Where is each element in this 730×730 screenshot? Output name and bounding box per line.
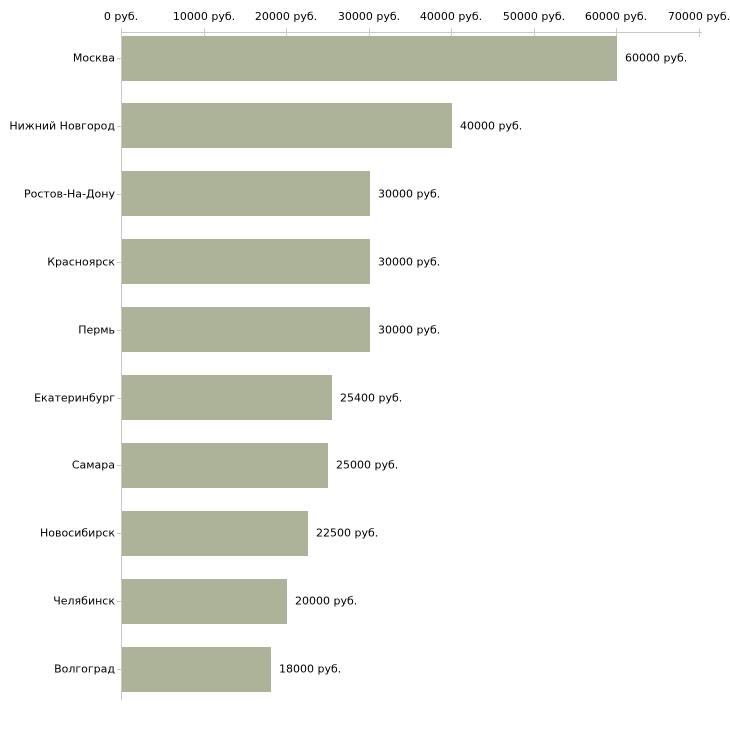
x-axis-tick-label: 40000 руб. xyxy=(419,10,483,23)
category-tick xyxy=(117,669,121,670)
category-tick xyxy=(117,126,121,127)
x-axis-tick xyxy=(369,28,370,37)
category-label: Челябинск xyxy=(53,594,115,608)
category-tick xyxy=(117,58,121,59)
category-label: Москва xyxy=(72,51,115,65)
bar-value-label: 30000 руб. xyxy=(378,255,441,269)
category-tick xyxy=(117,533,121,534)
x-axis-tick xyxy=(204,28,205,37)
category-label: Новосибирск xyxy=(39,526,115,540)
category-tick xyxy=(117,601,121,602)
bar-value-label: 30000 руб. xyxy=(378,187,441,201)
x-axis-tick-label: 30000 руб. xyxy=(337,10,401,23)
bar xyxy=(122,511,308,556)
bar xyxy=(122,103,452,148)
category-tick xyxy=(117,398,121,399)
category-label: Пермь xyxy=(78,323,115,337)
category-label: Самара xyxy=(71,458,115,472)
x-axis-tick-label: 10000 руб. xyxy=(172,10,236,23)
x-axis-tick xyxy=(534,28,535,37)
x-axis-tick xyxy=(451,28,452,37)
y-axis-line xyxy=(121,32,122,700)
category-tick xyxy=(117,194,121,195)
category-tick xyxy=(117,330,121,331)
category-label: Красноярск xyxy=(47,255,115,269)
x-axis-tick xyxy=(616,28,617,37)
x-axis-tick xyxy=(286,28,287,37)
bar-value-label: 22500 руб. xyxy=(316,526,379,540)
bar xyxy=(122,171,370,216)
category-label: Нижний Новгород xyxy=(9,119,115,133)
x-axis-tick-label: 60000 руб. xyxy=(584,10,648,23)
category-label: Екатеринбург xyxy=(34,391,115,404)
category-tick xyxy=(117,262,121,263)
bar-value-label: 40000 руб. xyxy=(460,119,523,133)
bar xyxy=(122,239,370,284)
x-axis-tick-label: 70000 руб. xyxy=(667,10,730,23)
category-label: Волгоград xyxy=(54,662,115,676)
x-axis-tick-label: 20000 руб. xyxy=(254,10,318,23)
category-tick xyxy=(117,465,121,466)
bar xyxy=(122,36,617,81)
bar xyxy=(122,647,271,692)
x-axis-tick-label: 50000 руб. xyxy=(502,10,566,23)
x-axis-tick-label: 0 руб. xyxy=(103,10,139,23)
bar-value-label: 20000 руб. xyxy=(295,594,358,608)
x-axis-line xyxy=(121,32,702,33)
bar xyxy=(122,375,332,420)
bar-value-label: 25400 руб. xyxy=(340,391,403,404)
x-axis-tick xyxy=(121,28,122,37)
bar-value-label: 60000 руб. xyxy=(625,51,688,65)
bar-value-label: 18000 руб. xyxy=(279,662,342,676)
category-label: Ростов-На-Дону xyxy=(23,187,115,201)
x-axis-tick xyxy=(699,28,700,37)
bar-value-label: 30000 руб. xyxy=(378,323,441,337)
bar-value-label: 25000 руб. xyxy=(336,458,399,472)
bar xyxy=(122,443,328,488)
bar xyxy=(122,579,287,624)
bar xyxy=(122,307,370,352)
